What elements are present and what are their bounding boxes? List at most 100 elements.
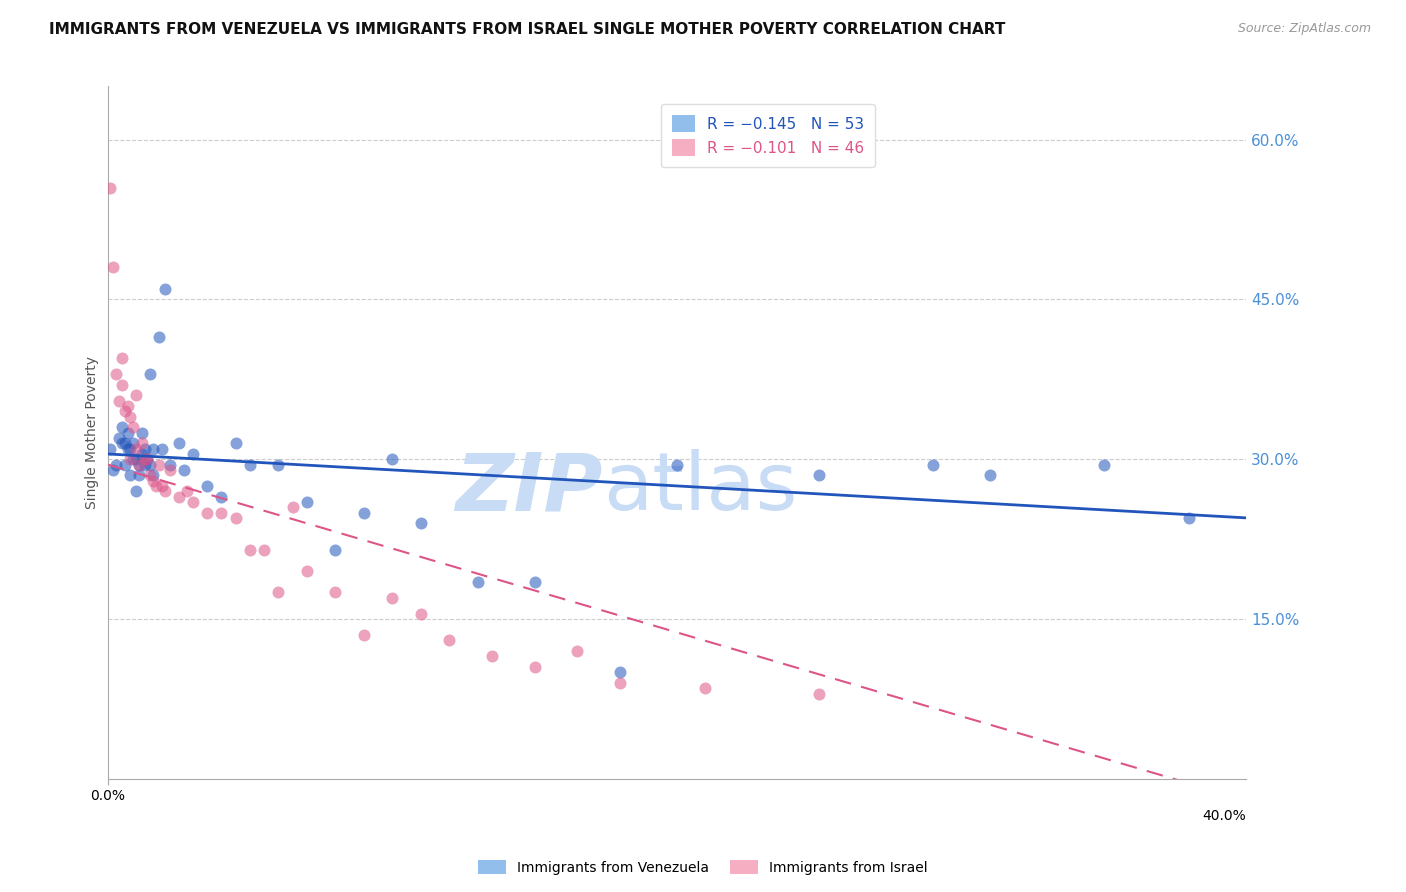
Point [609, 665, 631, 680]
Point [173, 463, 195, 477]
Y-axis label: Single Mother Poverty: Single Mother Poverty [86, 356, 100, 509]
Point [125, 452, 148, 467]
Point [114, 436, 136, 450]
Point [567, 644, 589, 658]
Point [808, 468, 831, 483]
Point [117, 399, 139, 413]
Point [609, 676, 631, 690]
Point [139, 367, 162, 381]
Text: atlas: atlas [603, 449, 797, 527]
Point [267, 458, 290, 472]
Point [176, 484, 198, 499]
Point [665, 458, 688, 472]
Point [195, 506, 218, 520]
Point [134, 442, 156, 456]
Point [922, 458, 945, 472]
Point [142, 474, 165, 488]
Point [105, 367, 128, 381]
Point [122, 436, 145, 450]
Point [131, 425, 153, 440]
Point [128, 468, 150, 483]
Point [267, 585, 290, 599]
Point [142, 468, 165, 483]
Point [139, 468, 162, 483]
Point [167, 436, 190, 450]
Point [114, 458, 136, 472]
Point [125, 484, 148, 499]
Point [125, 388, 148, 402]
Point [439, 633, 461, 648]
Point [111, 377, 134, 392]
Point [128, 458, 150, 472]
Point [142, 442, 165, 456]
Point [523, 574, 546, 589]
Legend: R = −0.145   N = 53, R = −0.101   N = 46: R = −0.145 N = 53, R = −0.101 N = 46 [661, 104, 875, 167]
Point [353, 506, 375, 520]
Point [148, 330, 170, 344]
Point [467, 574, 489, 589]
Point [159, 458, 181, 472]
Point [103, 260, 125, 275]
Point [381, 591, 404, 605]
Point [281, 500, 304, 515]
Point [120, 442, 142, 456]
Point [295, 495, 318, 509]
Point [181, 495, 204, 509]
Point [150, 479, 173, 493]
Point [111, 351, 134, 365]
Point [117, 425, 139, 440]
Point [353, 628, 375, 642]
Point [136, 452, 159, 467]
Point [1178, 511, 1201, 525]
Point [153, 484, 176, 499]
Point [239, 458, 262, 472]
Point [295, 564, 318, 578]
Point [134, 452, 156, 467]
Point [211, 506, 233, 520]
Point [325, 542, 347, 557]
Point [195, 479, 218, 493]
Point [409, 607, 432, 621]
Point [134, 458, 156, 472]
Point [117, 442, 139, 456]
Point [159, 463, 181, 477]
Point [139, 458, 162, 472]
Point [211, 490, 233, 504]
Point [481, 649, 503, 664]
Point [150, 442, 173, 456]
Point [325, 585, 347, 599]
Point [148, 458, 170, 472]
Point [120, 409, 142, 424]
Point [136, 452, 159, 467]
Point [1092, 458, 1115, 472]
Text: 40.0%: 40.0% [1202, 809, 1246, 823]
Point [145, 479, 167, 493]
Point [108, 393, 131, 408]
Point [128, 458, 150, 472]
Point [239, 542, 262, 557]
Point [381, 452, 404, 467]
Text: ZIP: ZIP [456, 449, 603, 527]
Point [225, 511, 247, 525]
Point [122, 452, 145, 467]
Point [808, 687, 831, 701]
Point [153, 282, 176, 296]
Legend: Immigrants from Venezuela, Immigrants from Israel: Immigrants from Venezuela, Immigrants fr… [472, 855, 934, 880]
Point [979, 468, 1001, 483]
Point [253, 542, 276, 557]
Point [225, 436, 247, 450]
Point [122, 420, 145, 434]
Point [108, 431, 131, 445]
Point [111, 420, 134, 434]
Point [100, 442, 122, 456]
Point [131, 436, 153, 450]
Point [103, 463, 125, 477]
Text: IMMIGRANTS FROM VENEZUELA VS IMMIGRANTS FROM ISRAEL SINGLE MOTHER POVERTY CORREL: IMMIGRANTS FROM VENEZUELA VS IMMIGRANTS … [49, 22, 1005, 37]
Point [120, 468, 142, 483]
Point [105, 458, 128, 472]
Point [695, 681, 717, 696]
Point [125, 442, 148, 456]
Point [181, 447, 204, 461]
Point [120, 452, 142, 467]
Point [114, 404, 136, 418]
